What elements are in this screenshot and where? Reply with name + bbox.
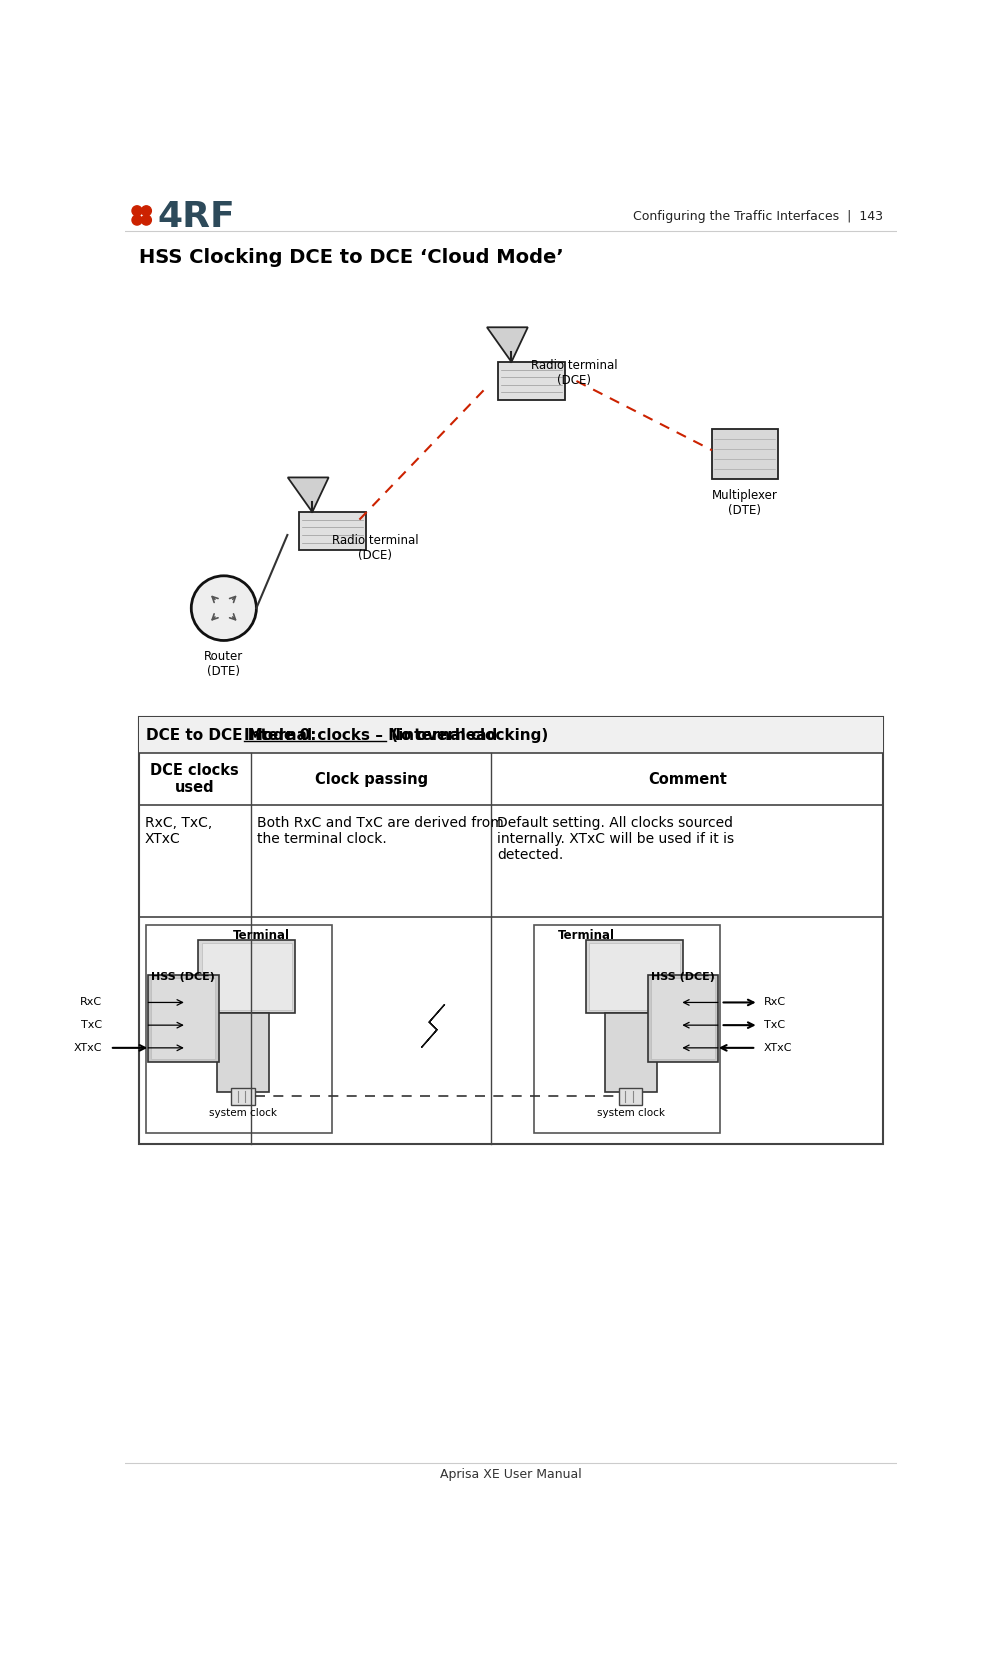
Text: Multiplexer
(DTE): Multiplexer (DTE): [712, 488, 778, 517]
Text: Terminal: Terminal: [557, 929, 614, 942]
Bar: [198, 940, 295, 1014]
Circle shape: [142, 205, 152, 215]
Polygon shape: [288, 477, 329, 512]
Bar: [147, 925, 332, 1132]
Text: Radio terminal
(DCE): Radio terminal (DCE): [332, 533, 419, 562]
Circle shape: [191, 575, 256, 640]
Text: HSS Clocking DCE to DCE ‘Cloud Mode’: HSS Clocking DCE to DCE ‘Cloud Mode’: [139, 248, 563, 267]
Bar: [299, 512, 366, 550]
Text: Terminal: Terminal: [233, 929, 290, 942]
Text: TxC: TxC: [81, 1020, 102, 1030]
Bar: [148, 975, 218, 1062]
Text: system clock: system clock: [596, 1109, 665, 1119]
Polygon shape: [422, 1005, 445, 1047]
Text: RxC: RxC: [764, 997, 786, 1007]
Text: XTxC: XTxC: [74, 1044, 102, 1054]
Text: Configuring the Traffic Interfaces  |  143: Configuring the Traffic Interfaces | 143: [632, 210, 882, 223]
Text: DCE to DCE Mode 0:: DCE to DCE Mode 0:: [147, 728, 327, 743]
Circle shape: [132, 205, 142, 215]
Bar: [231, 1089, 254, 1105]
Bar: [648, 975, 718, 1062]
Text: Router
(DTE): Router (DTE): [204, 650, 243, 678]
Text: (internal clocking): (internal clocking): [386, 728, 547, 743]
Text: Clock passing: Clock passing: [314, 772, 428, 787]
Bar: [533, 925, 720, 1132]
Text: system clock: system clock: [209, 1109, 277, 1119]
Text: Both RxC and TxC are derived from
the terminal clock.: Both RxC and TxC are derived from the te…: [257, 817, 503, 847]
Bar: [651, 977, 715, 1059]
Bar: [604, 1014, 657, 1092]
Bar: [586, 940, 683, 1014]
Bar: [498, 362, 565, 400]
Bar: [201, 944, 292, 1010]
Text: DCE clocks
used: DCE clocks used: [151, 763, 239, 795]
Bar: [589, 944, 680, 1010]
Bar: [712, 428, 778, 478]
Polygon shape: [487, 327, 527, 362]
Text: Default setting. All clocks sourced
internally. XTxC will be used if it is
detec: Default setting. All clocks sourced inte…: [498, 817, 735, 862]
Text: XTxC: XTxC: [764, 1044, 793, 1054]
Bar: [151, 977, 215, 1059]
Text: Radio terminal
(DCE): Radio terminal (DCE): [530, 360, 617, 387]
Text: Comment: Comment: [648, 772, 727, 787]
Text: RxC: RxC: [80, 997, 102, 1007]
Text: HSS (DCE): HSS (DCE): [651, 972, 715, 982]
Circle shape: [132, 215, 142, 225]
Circle shape: [142, 215, 152, 225]
Text: Internal clocks – No overhead: Internal clocks – No overhead: [244, 728, 498, 743]
Text: TxC: TxC: [764, 1020, 785, 1030]
Text: 4RF: 4RF: [158, 200, 235, 233]
Bar: [139, 717, 883, 753]
Text: RxC, TxC,
XTxC: RxC, TxC, XTxC: [145, 817, 212, 847]
Bar: [217, 1014, 269, 1092]
Bar: [139, 717, 883, 1144]
Bar: [619, 1089, 642, 1105]
Text: Aprisa XE User Manual: Aprisa XE User Manual: [440, 1469, 581, 1480]
Text: HSS (DCE): HSS (DCE): [152, 972, 215, 982]
